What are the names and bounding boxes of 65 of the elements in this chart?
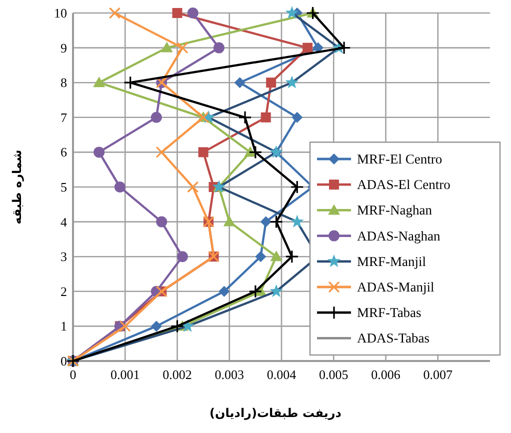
- point: [248, 145, 262, 159]
- x-tick-label: 0.002: [162, 367, 192, 382]
- point: [218, 286, 230, 297]
- y-tick-label: 9: [60, 40, 67, 56]
- point: [292, 112, 303, 123]
- point: [124, 76, 138, 90]
- y-tick-label: 10: [54, 6, 67, 20]
- point: [255, 251, 266, 262]
- x-tick-label: 0.005: [319, 367, 348, 382]
- legend-label: ADAS-Naghan: [357, 228, 440, 244]
- point: [248, 284, 262, 298]
- point: [266, 78, 276, 88]
- point: [176, 251, 188, 262]
- point: [93, 76, 106, 88]
- point: [337, 41, 351, 55]
- legend-label: MRF-El Centro: [357, 152, 442, 166]
- point: [119, 320, 131, 332]
- point: [290, 180, 304, 194]
- legend-label: MRF-Naghan: [357, 202, 432, 218]
- point: [198, 147, 208, 158]
- legend-label: ADAS-Tabas: [357, 330, 430, 346]
- point: [238, 110, 252, 124]
- point: [270, 250, 282, 262]
- point: [302, 42, 313, 53]
- point: [170, 319, 184, 333]
- y-tick-label: 2: [60, 284, 67, 299]
- point: [160, 42, 173, 52]
- point: [156, 216, 168, 228]
- x-tick-label: 0.003: [214, 367, 244, 382]
- point: [176, 42, 188, 54]
- y-tick-label: 7: [60, 110, 68, 125]
- point: [150, 112, 162, 123]
- point: [114, 182, 126, 192]
- point: [187, 8, 198, 18]
- point: [260, 216, 272, 228]
- point: [150, 320, 162, 332]
- legend-label: ADAS-Manjil: [357, 280, 434, 294]
- point: [187, 181, 199, 193]
- x-tick-label: 0.004: [266, 367, 297, 382]
- y-tick-label: 1: [60, 318, 67, 334]
- point: [260, 112, 271, 122]
- y-axis-title: شماره طبقه: [10, 150, 24, 224]
- x-tick-label: 0.001: [110, 367, 140, 382]
- point: [285, 250, 299, 264]
- point: [269, 215, 284, 229]
- y-tick-label: 0: [60, 354, 67, 368]
- point: [94, 146, 105, 158]
- legend-label: MRF-Tabas: [357, 305, 422, 320]
- point: [172, 8, 182, 18]
- point: [234, 77, 246, 88]
- legend-label: MRF-Manjil: [357, 254, 426, 269]
- y-tick-label: 6: [60, 144, 68, 160]
- y-tick-label: 5: [60, 180, 67, 194]
- y-tick-label: 8: [60, 75, 67, 90]
- point: [213, 42, 224, 54]
- x-axis-title: دریفت طبقات(رادیان): [210, 406, 342, 420]
- point: [223, 216, 236, 226]
- point: [156, 146, 168, 158]
- legend-label: ADAS-El Centro: [357, 177, 451, 192]
- x-tick-label: 0.007: [423, 367, 453, 382]
- y-tick-label: 4: [60, 214, 68, 230]
- point: [108, 7, 120, 19]
- y-tick-label: 3: [60, 249, 67, 264]
- x-tick-label: 0.006: [371, 367, 401, 382]
- point: [306, 6, 320, 20]
